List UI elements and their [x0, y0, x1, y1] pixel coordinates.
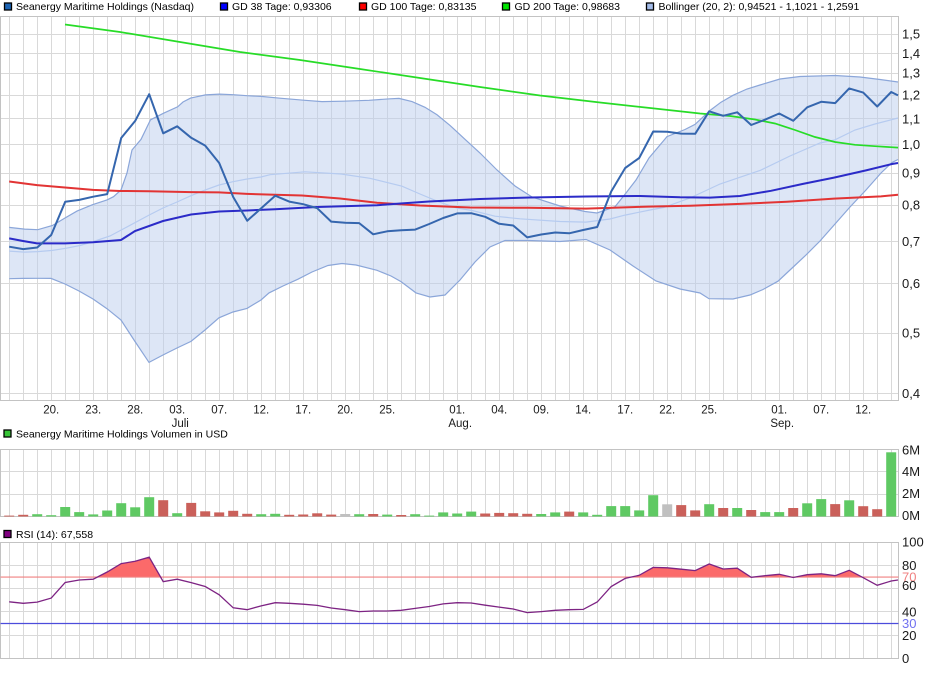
svg-text:6M: 6M: [902, 442, 920, 457]
svg-text:1,1: 1,1: [902, 111, 920, 126]
svg-text:4M: 4M: [902, 464, 920, 479]
svg-text:1,5: 1,5: [902, 27, 920, 42]
svg-text:Seanergy Maritime Holdings (Na: Seanergy Maritime Holdings (Nasdaq): [16, 1, 194, 13]
svg-text:22.: 22.: [659, 405, 675, 417]
svg-text:Bollinger (20, 2): 0,94521 - 1: Bollinger (20, 2): 0,94521 - 1,1021 - 1,…: [659, 1, 860, 13]
svg-text:Seanergy Maritime Holdings Vol: Seanergy Maritime Holdings Volumen in US…: [16, 429, 228, 441]
svg-text:25.: 25.: [379, 405, 395, 417]
svg-text:20.: 20.: [337, 405, 353, 417]
svg-text:03.: 03.: [169, 405, 185, 417]
svg-text:0,5: 0,5: [902, 326, 920, 341]
svg-text:1,3: 1,3: [902, 66, 920, 81]
svg-text:70: 70: [902, 569, 916, 584]
svg-text:09.: 09.: [533, 405, 549, 417]
svg-text:28.: 28.: [127, 405, 143, 417]
svg-text:25.: 25.: [701, 405, 717, 417]
svg-text:Juli: Juli: [172, 418, 189, 430]
svg-text:100: 100: [902, 534, 924, 549]
svg-text:1,4: 1,4: [902, 46, 920, 61]
svg-text:04.: 04.: [491, 405, 507, 417]
svg-text:RSI (14): 67,558: RSI (14): 67,558: [16, 529, 93, 541]
svg-text:0,7: 0,7: [902, 234, 920, 249]
svg-text:1,0: 1,0: [902, 137, 920, 152]
svg-text:80: 80: [902, 558, 916, 573]
svg-text:17.: 17.: [617, 405, 633, 417]
svg-text:1,2: 1,2: [902, 88, 920, 103]
svg-text:0,6: 0,6: [902, 276, 920, 291]
svg-text:GD 100 Tage: 0,83135: GD 100 Tage: 0,83135: [371, 1, 477, 13]
svg-text:12.: 12.: [253, 405, 269, 417]
svg-text:30: 30: [902, 616, 916, 631]
svg-text:2M: 2M: [902, 486, 920, 501]
svg-text:Aug.: Aug.: [448, 418, 472, 430]
svg-text:0,9: 0,9: [902, 166, 920, 181]
svg-text:01.: 01.: [771, 405, 787, 417]
svg-text:0,4: 0,4: [902, 386, 920, 401]
svg-text:17.: 17.: [295, 405, 311, 417]
svg-text:0,8: 0,8: [902, 198, 920, 213]
svg-text:60: 60: [902, 578, 916, 593]
svg-text:20.: 20.: [43, 405, 59, 417]
svg-text:Sep.: Sep.: [770, 418, 794, 430]
svg-text:0: 0: [902, 651, 909, 666]
svg-text:01.: 01.: [449, 405, 465, 417]
svg-text:14.: 14.: [575, 405, 591, 417]
svg-text:GD 38 Tage: 0,93306: GD 38 Tage: 0,93306: [232, 1, 332, 13]
svg-text:12.: 12.: [855, 405, 871, 417]
svg-text:23.: 23.: [85, 405, 101, 417]
svg-text:07.: 07.: [211, 405, 227, 417]
svg-text:20: 20: [902, 628, 916, 643]
svg-text:GD 200 Tage: 0,98683: GD 200 Tage: 0,98683: [515, 1, 621, 13]
svg-text:40: 40: [902, 604, 916, 619]
svg-text:0M: 0M: [902, 508, 920, 523]
svg-text:07.: 07.: [813, 405, 829, 417]
